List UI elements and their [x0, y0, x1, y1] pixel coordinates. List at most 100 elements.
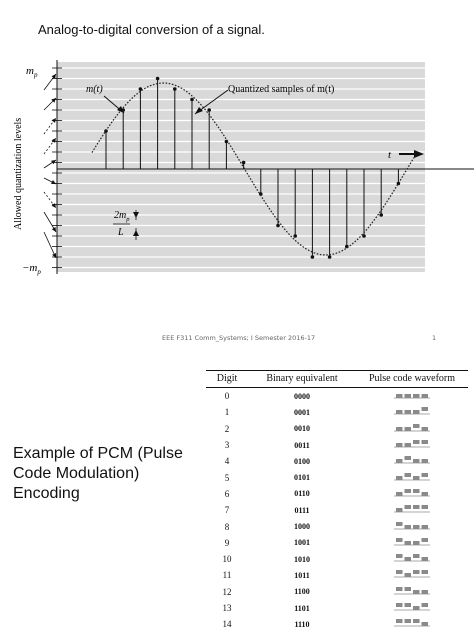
- pulse-waveform: [394, 423, 430, 432]
- table-row: 3 0011: [206, 437, 468, 453]
- pulse-high: [421, 440, 428, 445]
- quantization-arrowhead: [51, 74, 56, 79]
- pulse-high: [421, 603, 428, 607]
- binary-cell: 0001: [294, 407, 310, 417]
- binary-cell: 0010: [294, 424, 310, 434]
- waveform-cell: [356, 600, 468, 616]
- pulse-low: [413, 475, 420, 480]
- pulse-high: [404, 603, 411, 607]
- quantization-arrowhead: [51, 203, 56, 208]
- caption-line-3: Encoding: [13, 485, 80, 502]
- sample-point: [276, 223, 280, 228]
- digit-cell: 8: [224, 521, 230, 532]
- digit-cell: 10: [222, 554, 232, 565]
- pulse-waveform: [394, 472, 430, 480]
- pulse-low: [421, 459, 428, 464]
- table-row: 6 0110: [206, 486, 468, 502]
- pulse-low: [413, 606, 420, 610]
- pulse-low: [396, 394, 403, 399]
- pcm-table: Digit Binary equivalent Pulse code wavef…: [206, 370, 468, 632]
- signal-label-arrowhead: [117, 106, 124, 113]
- binary-cell: 1001: [294, 538, 310, 548]
- analog-signal-curve: [91, 82, 415, 256]
- slide-title: Analog-to-digital conversion of a signal…: [38, 22, 265, 37]
- pulse-low: [413, 394, 420, 399]
- binary-cell: 0110: [294, 489, 310, 499]
- pulse-low: [396, 443, 403, 448]
- pulse-high: [413, 554, 420, 559]
- digit-cell: 6: [224, 488, 230, 499]
- pulse-low: [404, 524, 411, 529]
- waveform-cell: [356, 437, 468, 453]
- binary-cell: 0111: [294, 505, 310, 515]
- quantization-arrow: [43, 231, 57, 259]
- quantization-arrowhead: [51, 138, 56, 143]
- table-row: 13 1101: [206, 600, 468, 616]
- step-size-numerator: 2mp: [114, 210, 130, 223]
- digit-cell: 9: [224, 537, 230, 548]
- pulse-high: [421, 505, 428, 510]
- caption: Example of PCM (Pulse Code Modulation) E…: [13, 444, 223, 504]
- pulse-high: [396, 586, 403, 591]
- pulse-low: [396, 410, 403, 415]
- table-row: 1 0001: [206, 404, 468, 420]
- sample-point: [173, 87, 177, 91]
- y-axis-ticks: [52, 67, 62, 268]
- quantization-arrowhead: [51, 160, 56, 165]
- digit-cell: 0: [224, 391, 230, 402]
- time-label: t: [388, 149, 392, 161]
- sample-point: [293, 234, 298, 238]
- digit-cell: 7: [224, 505, 230, 516]
- waveform-cell: [356, 469, 468, 485]
- y-top-label: mp: [26, 65, 38, 79]
- pulse-waveform: [394, 619, 430, 627]
- pulse-low: [396, 491, 403, 496]
- sample-point: [259, 192, 263, 196]
- digit-cell: 1: [224, 407, 230, 418]
- pulse-high: [421, 570, 428, 575]
- digit-cell: 12: [222, 586, 232, 597]
- pulse-waveform: [394, 407, 430, 415]
- waveform-cell: [356, 486, 468, 502]
- pulse-low: [421, 557, 428, 562]
- sample-point: [207, 108, 211, 112]
- sample-point: [362, 234, 366, 238]
- pulse-low: [421, 426, 428, 431]
- step-size-arrowhead-down: [133, 230, 139, 236]
- pulse-high: [404, 505, 411, 510]
- waveform-cell: [356, 421, 468, 437]
- pulse-waveform: [394, 440, 430, 448]
- quantization-figure: mp −mp Allowed quantization levels m(t) …: [13, 60, 474, 276]
- y-axis-label: Allowed quantization levels: [13, 118, 24, 230]
- sample-point: [138, 87, 143, 91]
- quantization-arrowhead: [52, 253, 57, 258]
- pulse-low: [421, 394, 428, 399]
- pulse-waveform: [394, 537, 430, 546]
- pulse-high: [404, 456, 411, 461]
- sample-stems: [104, 76, 401, 259]
- pulse-high: [413, 570, 420, 575]
- binary-cell: 1011: [294, 570, 310, 580]
- digit-cell: 3: [224, 440, 230, 451]
- pulse-low: [396, 475, 403, 480]
- samples-label-arrowhead: [195, 107, 203, 114]
- pulse-high: [396, 554, 403, 559]
- sample-point: [155, 76, 160, 81]
- quantization-arrowhead: [51, 180, 56, 184]
- pulse-high: [396, 521, 403, 526]
- pulse-high: [404, 619, 411, 624]
- pulse-high: [421, 537, 428, 542]
- y-bottom-label: −mp: [22, 262, 41, 276]
- pulse-low: [413, 459, 420, 464]
- waveform-cell: [356, 388, 468, 405]
- digit-cell: 14: [222, 619, 232, 630]
- step-size-arrowhead-up: [133, 212, 139, 218]
- pcm-table-header: Digit Binary equivalent Pulse code wavef…: [206, 370, 468, 388]
- waveform-cell: [356, 551, 468, 567]
- pulse-low: [404, 557, 411, 562]
- table-row: 11 1011: [206, 567, 468, 583]
- digit-cell: 2: [224, 423, 230, 434]
- samples-label: Quantized samples of m(t): [228, 84, 334, 95]
- binary-cell: 0011: [294, 440, 310, 450]
- pulse-high: [421, 407, 428, 412]
